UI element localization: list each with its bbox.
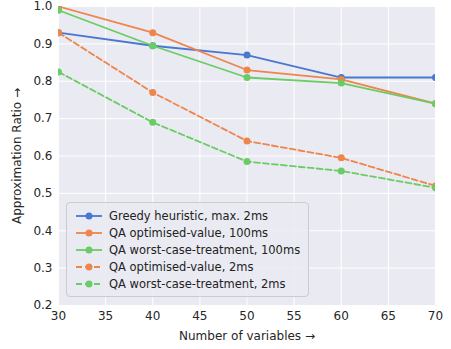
svg-text:0.7: 0.7 bbox=[33, 111, 52, 125]
svg-text:0.5: 0.5 bbox=[33, 186, 52, 200]
html-text:QA optimised-value, 100ms: QA optimised-value, 100ms bbox=[109, 225, 269, 240]
html-text:QA optimised-value, 2ms: QA optimised-value, 2ms bbox=[109, 259, 254, 274]
html-text:Greedy heuristic, max. 2ms: Greedy heuristic, max. 2ms bbox=[109, 208, 269, 223]
svg-text:1.0: 1.0 bbox=[33, 0, 52, 13]
svg-text:60: 60 bbox=[334, 309, 349, 323]
html-text:QA worst-case-treatment, 2ms: QA worst-case-treatment, 2ms bbox=[109, 276, 286, 291]
svg-text:30: 30 bbox=[51, 309, 66, 323]
svg-text:50: 50 bbox=[239, 309, 254, 323]
svg-text:Number of variables →: Number of variables → bbox=[179, 329, 315, 343]
svg-text:0.9: 0.9 bbox=[33, 37, 52, 51]
svg-text:65: 65 bbox=[381, 309, 396, 323]
svg-text:0.2: 0.2 bbox=[33, 298, 52, 312]
svg-text:55: 55 bbox=[286, 309, 301, 323]
svg-text:70: 70 bbox=[428, 309, 443, 323]
svg-text:40: 40 bbox=[145, 309, 160, 323]
svg-text:35: 35 bbox=[98, 309, 113, 323]
svg-text:0.3: 0.3 bbox=[33, 261, 52, 275]
html-text:QA worst-case-treatment, 100ms: QA worst-case-treatment, 100ms bbox=[109, 242, 301, 257]
svg-text:Approximation Ratio →: Approximation Ratio → bbox=[10, 88, 24, 224]
svg-text:0.4: 0.4 bbox=[33, 224, 52, 238]
svg-text:0.6: 0.6 bbox=[33, 149, 52, 163]
svg-text:0.8: 0.8 bbox=[33, 74, 52, 88]
svg-text:45: 45 bbox=[192, 309, 207, 323]
